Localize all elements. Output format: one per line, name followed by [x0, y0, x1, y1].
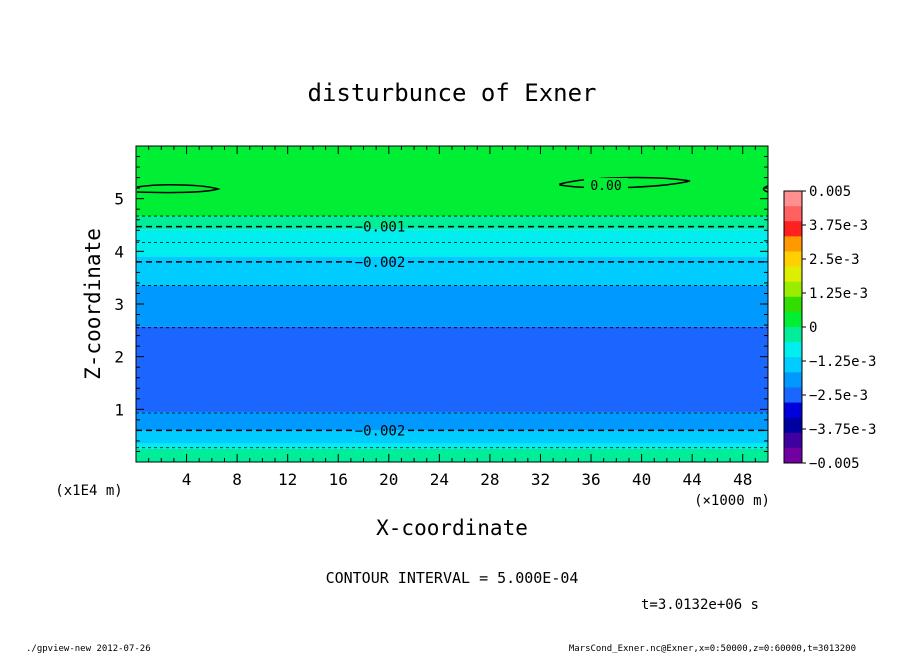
colorbar: 0.005 3.75e-3 2.5e-3 1.25e-3 0 −1.25e-3 −2.5e-… — [783, 184, 876, 472]
colorbar-label-0: 0.005 — [809, 184, 851, 200]
band-2 — [136, 229, 768, 257]
contour-lines: 0.00 −0.001 −0.002 −0.002 — [136, 176, 769, 449]
colorbar-swatch-17 — [784, 447, 802, 464]
y-tick-label-1: 2 — [114, 348, 124, 367]
colorbar-swatch-1 — [784, 206, 802, 222]
program-label: ./gpview-new 2012-07-26 — [26, 644, 151, 654]
colorbar-swatch-10 — [784, 342, 802, 358]
colorbar-label-2: 2.5e-3 — [809, 252, 860, 268]
band-6 — [136, 411, 768, 431]
colorbar-swatch-4 — [784, 251, 802, 267]
contour-interval-text: CONTOUR INTERVAL = 5.000E-04 — [326, 569, 579, 587]
y-unit-label: (x1E4 m) — [55, 483, 122, 499]
x-tick-label-0: 4 — [182, 470, 192, 489]
x-tick-label-11: 48 — [733, 470, 752, 489]
colorbar-swatch-14 — [784, 402, 802, 418]
y-tick-label-0: 1 — [114, 400, 124, 419]
contour-label-3: −0.002 — [355, 255, 406, 271]
x-tick-label-4: 20 — [379, 470, 398, 489]
time-label: t=3.0132e+06 s — [641, 597, 759, 613]
zero-label-bg — [584, 178, 628, 192]
colorbar-label-6: −2.5e-3 — [809, 388, 868, 404]
colorbar-swatch-9 — [784, 327, 802, 343]
colorbar-swatch-16 — [784, 432, 802, 449]
colorbar-swatch-5 — [784, 266, 802, 282]
color-bands — [136, 146, 768, 462]
chart-title: disturbunce of Exner — [308, 79, 597, 107]
colorbar-label-4: 0 — [809, 320, 817, 336]
colorbar-swatch-0 — [784, 191, 802, 207]
y-tick-label-3: 4 — [114, 242, 124, 261]
band-7 — [136, 430, 768, 444]
colorbar-swatch-12 — [784, 372, 802, 388]
zero-contour-left — [136, 184, 221, 194]
y-tick-label-2: 3 — [114, 295, 124, 314]
plot-area: 0.00 −0.001 −0.002 −0.002 — [135, 145, 769, 463]
x-tick-label-6: 28 — [480, 470, 499, 489]
x-tick-label-1: 8 — [232, 470, 242, 489]
x-tick-label-3: 16 — [329, 470, 348, 489]
x-tick-label-8: 36 — [581, 470, 600, 489]
y-axis: 1 2 3 4 5 — [114, 156, 768, 452]
colorbar-label-3: 1.25e-3 — [809, 286, 868, 302]
band-4 — [136, 285, 768, 327]
colorbar-swatch-15 — [784, 417, 802, 434]
x-tick-label-7: 32 — [531, 470, 550, 489]
x-tick-label-5: 24 — [430, 470, 449, 489]
zero-contour-label: 0.00 — [590, 179, 621, 194]
band-3 — [136, 256, 768, 286]
colorbar-swatch-11 — [784, 357, 802, 373]
x-tick-label-9: 40 — [632, 470, 651, 489]
band-0 — [136, 146, 768, 217]
y-axis-title: Z-coordinate — [81, 228, 105, 380]
colorbar-label-7: −3.75e-3 — [809, 422, 876, 438]
colorbar-swatch-8 — [784, 311, 802, 328]
zero-contour-edge — [762, 185, 769, 193]
band-8 — [136, 443, 768, 449]
colorbar-swatch-6 — [784, 281, 802, 298]
band-9 — [136, 448, 768, 462]
x-tick-label-2: 12 — [278, 470, 297, 489]
contour-label-7: −0.002 — [355, 423, 406, 439]
colorbar-label-5: −1.25e-3 — [809, 354, 876, 370]
y-tick-label-4: 5 — [114, 190, 124, 209]
colorbar-swatch-13 — [784, 387, 802, 403]
x-tick-label-10: 44 — [683, 470, 702, 489]
contour-label-1: −0.001 — [355, 220, 406, 236]
source-label: MarsCond_Exner.nc@Exner,x=0:50000,z=0:60… — [569, 644, 856, 654]
colorbar-swatch-3 — [784, 236, 802, 252]
colorbar-swatch-2 — [784, 221, 802, 237]
colorbar-label-1: 3.75e-3 — [809, 218, 868, 234]
x-axis: 4 8 12 16 20 24 28 32 36 40 44 48 — [148, 146, 756, 489]
x-axis-title: X-coordinate — [376, 516, 528, 540]
colorbar-label-8: −0.005 — [809, 456, 860, 472]
band-5 — [136, 326, 768, 412]
x-unit-label: (×1000 m) — [694, 493, 770, 509]
colorbar-swatch-7 — [784, 296, 802, 313]
